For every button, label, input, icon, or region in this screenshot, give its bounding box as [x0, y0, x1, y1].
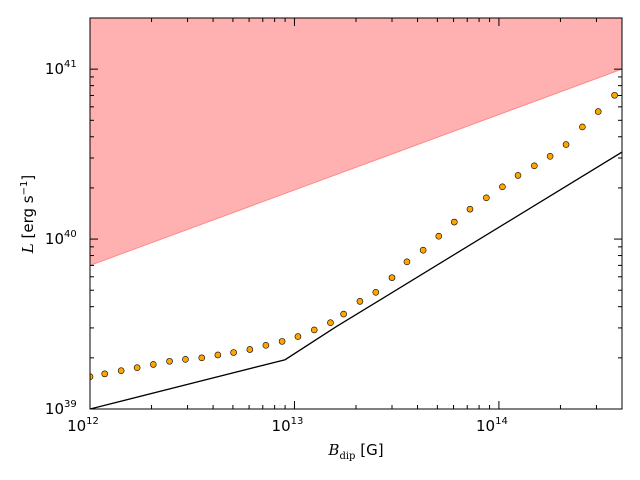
y-tick-exponent: 41: [64, 59, 77, 70]
x-tick-label: 1013: [272, 416, 304, 435]
data-point: [198, 354, 206, 362]
data-point: [579, 123, 586, 131]
data-point: [166, 357, 173, 365]
data-point: [117, 367, 125, 375]
data-point: [450, 218, 458, 226]
data-point: [388, 274, 396, 281]
data-point: [278, 338, 286, 345]
data-point: [594, 108, 602, 115]
y-tick-label: 10: [45, 60, 64, 78]
data-point: [90, 373, 94, 380]
data-point: [483, 194, 490, 202]
data-point: [546, 153, 554, 160]
data-point: [499, 183, 506, 191]
data-point: [230, 349, 237, 356]
data-point: [133, 364, 141, 372]
y-tick-exponent: 40: [64, 229, 77, 240]
data-point: [294, 333, 302, 340]
data-point: [611, 91, 618, 99]
data-point: [310, 326, 318, 334]
data-point: [340, 310, 347, 318]
data-point: [356, 298, 364, 305]
data-point: [101, 370, 108, 378]
data-point: [531, 162, 538, 170]
black-line-series: [90, 151, 622, 409]
data-point: [214, 351, 222, 359]
x-tick-label: 1014: [476, 416, 508, 435]
axis-ticks: [89, 17, 623, 410]
data-point: [419, 246, 427, 254]
data-point: [182, 356, 189, 363]
data-point: [262, 342, 270, 349]
data-point: [372, 289, 380, 296]
y-tick-label: 10: [45, 230, 64, 248]
shaded-region-edge: [90, 68, 622, 266]
data-point: [435, 232, 443, 240]
x-axis-label: Bdip [G]: [327, 441, 383, 462]
plot-content: [90, 18, 622, 409]
data-point: [246, 346, 254, 353]
y-tick-exponent: 39: [64, 399, 77, 410]
y-tick-label: 10: [45, 400, 64, 418]
data-point: [466, 205, 474, 213]
data-point: [562, 141, 570, 148]
y-axis-label: L [erg s−1]: [19, 175, 37, 254]
data-point: [327, 319, 334, 327]
data-point: [514, 172, 522, 179]
plot-frame: [89, 17, 623, 410]
shaded-region: [90, 18, 622, 266]
data-point: [150, 361, 157, 368]
data-point: [403, 258, 411, 266]
x-tick-label: 1012: [67, 416, 99, 435]
